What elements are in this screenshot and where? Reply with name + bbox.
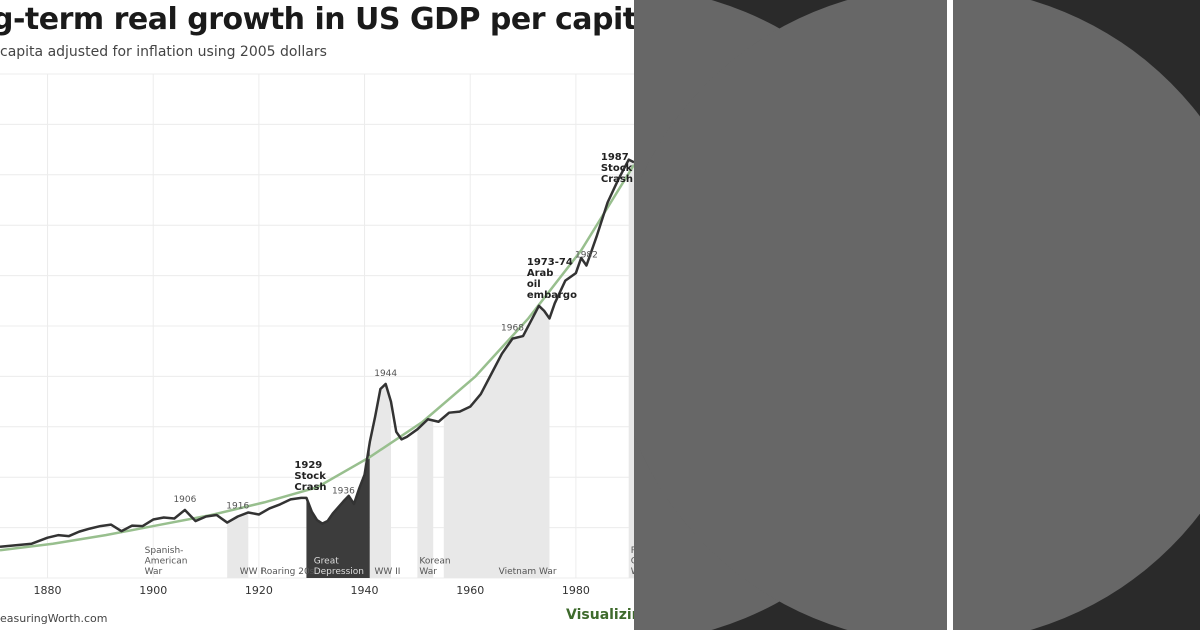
x-tick-label: 1960 (456, 584, 484, 597)
chart-title-text: g-term real growth in US GDP per capita (0, 2, 634, 37)
annotation-label: embargo (527, 290, 577, 301)
era-label: American (145, 557, 188, 567)
annotation-label: Stock (294, 471, 326, 482)
era-shade (306, 441, 370, 578)
era-label: WW I (240, 567, 263, 577)
era-label: Depression (314, 567, 364, 577)
era-label: Great (314, 557, 340, 567)
chart-subtitle: capita adjusted for inflation using 2005… (0, 44, 327, 60)
annotation-label: 1929 (294, 460, 322, 471)
right-half-circle (634, 0, 1200, 630)
era-label: Spanish- (145, 546, 184, 556)
era-shade (443, 305, 550, 578)
chart-panel: 1880 1900 1920 1940 1960 1980 Spanish- American… (0, 0, 634, 630)
x-tick-label: 1900 (139, 584, 167, 597)
era-shade (417, 419, 434, 578)
gdp-line (0, 158, 634, 548)
divider-line-top (947, 0, 953, 630)
gdp-chart: 1880 1900 1920 1940 1960 1980 Spanish-American… (0, 73, 634, 597)
annotation-label: Crash (294, 482, 326, 493)
era-label: WW II (374, 567, 400, 577)
annotation-label: 1968 (501, 324, 524, 334)
era-shade (227, 512, 249, 578)
annotation-label: 1936 (332, 486, 355, 496)
annotation-label: 1982 (575, 251, 598, 261)
era-label: Roaring 20s (261, 567, 315, 577)
annotation-label: 1987 (601, 152, 629, 163)
era-label: War (419, 567, 437, 577)
era-label: Korean (419, 557, 450, 567)
era-label: W (631, 567, 634, 577)
annotation-label: Arab (527, 268, 554, 279)
era-shade (628, 159, 634, 578)
annotation-label: Crash (601, 174, 633, 185)
annotation-label: 1973-74 (527, 257, 573, 268)
x-tick-label: 1940 (351, 584, 379, 597)
era-label: G (631, 557, 634, 567)
annotation-label: Stock (601, 163, 633, 174)
source-credit: easuringWorth.com (0, 612, 108, 625)
era-label: Vietnam War (499, 567, 557, 577)
era-label: War (145, 567, 163, 577)
era-shade (369, 383, 391, 578)
annotation-label: 1916 (226, 502, 249, 512)
trend-line (0, 164, 634, 552)
annotation-label: 1906 (173, 495, 196, 505)
visualizing-credit: Visualizir (566, 607, 634, 623)
era-label: Pe (631, 546, 634, 556)
decorative-circles (634, 0, 1200, 630)
x-tick-label: 1980 (562, 584, 590, 597)
chart-title: g-term real growth in US GDP per capita1… (0, 2, 634, 37)
annotation-label: oil (527, 279, 541, 290)
x-tick-label: 1920 (245, 584, 273, 597)
annotation-label: 1944 (374, 369, 397, 379)
x-tick-label: 1880 (34, 584, 62, 597)
